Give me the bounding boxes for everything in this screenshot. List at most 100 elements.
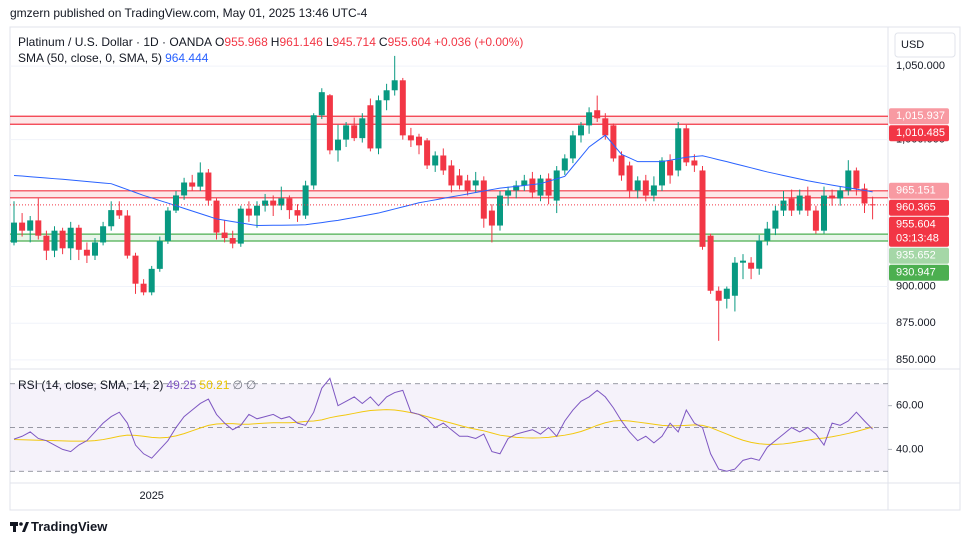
candle-body [521, 180, 528, 186]
candle-body [853, 170, 860, 189]
candle-body [578, 125, 584, 136]
candle-body [416, 136, 422, 146]
price-label-bg [889, 182, 949, 199]
candle-body [821, 195, 827, 231]
candle-body [148, 268, 155, 293]
price-legend: Platinum / U.S. Dollar · 1D · OANDA O955.… [18, 34, 526, 66]
candle-body [181, 182, 188, 196]
candle-body [529, 178, 536, 193]
brand-logo [10, 522, 29, 532]
rsi-title: RSI (14, close, SMA, 14, 2) [18, 378, 164, 392]
candle-body [634, 180, 641, 191]
candle-body [245, 208, 252, 216]
candle-body [780, 200, 787, 211]
candle-body [505, 190, 512, 196]
candle-body [659, 160, 665, 186]
candle-body [610, 125, 617, 159]
ohlc-value: 961.146 [279, 35, 323, 49]
candle-body [59, 230, 66, 249]
candle-body [448, 165, 455, 186]
candle-body [11, 222, 17, 243]
sma-row: SMA (50, close, 0, SMA, 5) 964.444 [18, 50, 526, 66]
candle-body [343, 125, 350, 140]
price-label: 1,015.937 [896, 110, 945, 122]
price-label: 955.604 [896, 219, 936, 231]
rsi-extra: ∅ [232, 378, 243, 392]
candle-body [399, 80, 406, 136]
candle-body [456, 175, 463, 186]
candle-body [351, 125, 358, 139]
candle-body [43, 235, 50, 251]
ohlc-item: O955.968 [215, 35, 268, 49]
brand: TradingView [31, 519, 108, 534]
ohlc-key: C [378, 35, 388, 49]
candle-body [27, 220, 34, 231]
candle-body [667, 160, 674, 176]
candle-body [213, 200, 220, 233]
symbol-title: Platinum / U.S. Dollar · 1D · OANDA [18, 35, 213, 49]
candle-body [173, 195, 179, 211]
candle-body [221, 232, 228, 239]
candle-body [278, 198, 285, 206]
candle-body [35, 220, 42, 236]
rsi-legend: RSI (14, close, SMA, 14, 2) 49.25 50.21 ∅ ∅ [18, 377, 259, 393]
candle-body [586, 112, 593, 126]
candle-body [472, 180, 479, 186]
candle-body [254, 205, 260, 216]
candle-body [67, 227, 74, 249]
candle-body [262, 200, 269, 206]
candle-body [764, 228, 771, 241]
candle-body [650, 185, 657, 196]
candle-body [812, 210, 819, 231]
candle-body [140, 283, 147, 293]
ohlc-value: 945.714 [332, 35, 376, 49]
candle-body [618, 155, 625, 176]
candle-body [75, 227, 82, 250]
price-label-bg [889, 108, 949, 125]
candle-body [164, 210, 171, 241]
candle-body [286, 198, 293, 211]
ohlc-row: Platinum / U.S. Dollar · 1D · OANDA O955.… [18, 34, 526, 50]
candle-body [156, 240, 163, 269]
rsi-sma-line [13, 409, 873, 445]
candle-body [715, 290, 722, 301]
candle-body [51, 230, 58, 251]
candle-body [424, 140, 431, 166]
candle-body [100, 226, 107, 243]
candle-body [513, 185, 520, 191]
y-tick-label: 60.00 [896, 400, 924, 412]
candle-body [391, 80, 398, 91]
price-label-bg [889, 199, 949, 216]
candle-body [561, 158, 568, 171]
currency-box[interactable] [894, 32, 956, 58]
candle-body [731, 262, 738, 296]
candle-body [108, 210, 115, 227]
candle-body [440, 155, 447, 171]
candle-body [861, 188, 868, 204]
candle-body [796, 195, 803, 211]
ohlc-item: C955.604 [379, 35, 431, 49]
zone [10, 234, 888, 242]
candle-body [407, 135, 414, 141]
candle-body [302, 185, 309, 216]
candle-body [804, 195, 811, 211]
currency: USD [901, 39, 924, 51]
candle-body [748, 262, 755, 269]
candle-body [845, 170, 852, 191]
rsi-line [13, 377, 873, 472]
ohlc-item: L945.714 [326, 35, 376, 49]
candle-body [756, 240, 763, 269]
candle-body [740, 260, 746, 263]
candle-body [829, 195, 836, 199]
candle-body [723, 288, 730, 299]
sma-name: SMA (50, close, 0, SMA, 5) [18, 51, 163, 65]
price-label: 960.365 [896, 202, 936, 214]
candle-body [205, 172, 212, 201]
candle-body [545, 178, 552, 196]
countdown: 03:13:48 [896, 233, 939, 245]
candle-body [83, 249, 90, 256]
candle-body [132, 255, 139, 284]
candle-body [642, 180, 649, 196]
price-label: 1,010.485 [896, 127, 945, 139]
